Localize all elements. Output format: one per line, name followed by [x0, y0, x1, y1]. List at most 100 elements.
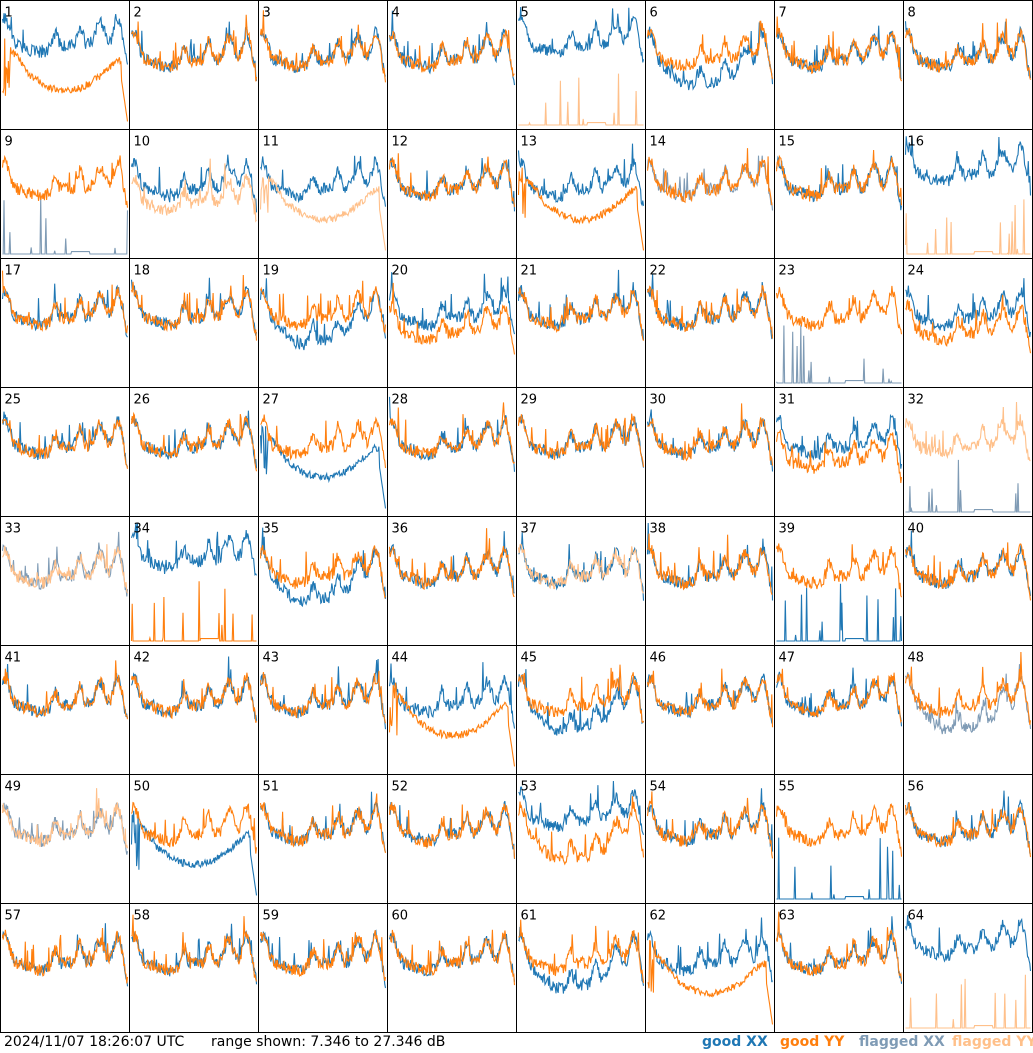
panel: 21 [516, 258, 646, 388]
panel-label: 31 [779, 393, 796, 408]
panel: 4 [387, 0, 517, 130]
panel-label: 12 [392, 135, 409, 150]
panel-frame [129, 645, 259, 775]
series-yy-line [904, 199, 1031, 256]
panel: 61 [516, 903, 646, 1033]
panel-frame [903, 0, 1033, 130]
series-yy-line [2, 660, 129, 720]
series-yy-line [775, 16, 902, 82]
panel-label: 6 [650, 6, 658, 21]
panel-label: 19 [263, 264, 280, 279]
series-yy-line [388, 402, 515, 465]
panel: 38 [645, 516, 775, 646]
panel-label: 45 [521, 651, 538, 666]
panel: 6 [645, 0, 775, 130]
series-yy-line [259, 545, 386, 600]
series-xx-line [517, 669, 644, 736]
series-yy-line [1, 418, 129, 469]
series-yy-line [388, 282, 516, 355]
series-yy-line [904, 542, 1032, 601]
timestamp: 2024/11/07 18:26:07 UTC [4, 1034, 185, 1050]
panel-label: 53 [521, 780, 538, 795]
series-yy-line [130, 274, 258, 341]
panel-label: 50 [134, 780, 151, 795]
panel: 14 [645, 129, 775, 259]
panel-frame [258, 0, 388, 130]
panel: 60 [387, 903, 517, 1033]
series-yy-line [775, 428, 903, 484]
panel-frame [516, 774, 646, 904]
series-xx-line [646, 273, 774, 340]
series-xx-line [130, 154, 258, 213]
panel-label: 9 [5, 135, 13, 150]
series-yy-line [517, 287, 645, 341]
series-yy-line [647, 533, 773, 595]
series-xx-line [130, 522, 257, 576]
panel: 30 [645, 387, 775, 517]
panel: 46 [645, 645, 775, 775]
panel-label: 1 [5, 6, 13, 21]
panel-label: 2 [134, 6, 142, 21]
panel-label: 46 [650, 651, 667, 666]
panel: 20 [387, 258, 517, 388]
series-yy-line [131, 158, 257, 223]
series-yy-line [389, 929, 516, 986]
panel-label: 24 [908, 264, 925, 279]
panel-label: 49 [5, 780, 22, 795]
panel-label: 20 [392, 264, 409, 279]
series-xx-line [904, 915, 1032, 972]
series-yy-line [388, 153, 516, 208]
series-yy-line [518, 73, 644, 126]
series-xx-line [260, 155, 387, 207]
panel-label: 30 [650, 393, 667, 408]
series-yy-line [775, 285, 903, 335]
legend-good-yy: good YY [780, 1034, 845, 1050]
series-yy-line [1, 154, 129, 208]
series-yy-line [259, 793, 387, 854]
panel: 3 [258, 0, 388, 130]
panel: 39 [774, 516, 904, 646]
panel-label: 41 [5, 651, 22, 666]
panel-label: 34 [134, 522, 151, 537]
panel-frame [258, 258, 388, 388]
panel: 59 [258, 903, 388, 1033]
series-yy-line [130, 581, 257, 642]
panel: 37 [516, 516, 646, 646]
series-xx-line [388, 272, 516, 335]
series-xx-line [259, 424, 387, 509]
panel-frame [0, 903, 130, 1033]
legend-flagged-xx: flagged XX [859, 1034, 945, 1050]
panel-label: 37 [521, 522, 538, 537]
panel-label: 38 [650, 522, 667, 537]
series-xx-line [776, 837, 902, 900]
series-yy-line [905, 974, 1031, 1029]
panel: 32 [903, 387, 1033, 517]
panel: 44 [387, 645, 517, 775]
panel: 64 [903, 903, 1033, 1033]
panel-label: 59 [263, 909, 280, 924]
panel-label: 18 [134, 264, 151, 279]
series-yy-line [388, 28, 515, 77]
series-yy-line [646, 20, 774, 80]
panel: 28 [387, 387, 517, 517]
panel-label: 22 [650, 264, 667, 279]
panel-label: 29 [521, 393, 538, 408]
panel: 7 [774, 0, 904, 130]
series-yy-line [904, 651, 1032, 725]
series-xx-line [130, 810, 258, 896]
panel: 34 [129, 516, 259, 646]
series-yy-line [517, 413, 645, 467]
panel: 25 [0, 387, 130, 517]
legend-good-xx: good XX [702, 1034, 768, 1050]
panel-label: 8 [908, 6, 916, 21]
panel: 56 [903, 774, 1033, 904]
panel: 41 [0, 645, 130, 775]
series-xx-line [905, 278, 1032, 338]
panel: 5 [516, 0, 646, 130]
panel-label: 5 [521, 6, 529, 21]
series-yy-line [260, 414, 387, 469]
panel-label: 17 [5, 264, 22, 279]
panel-frame [774, 387, 904, 517]
panel: 55 [774, 774, 904, 904]
panel: 36 [387, 516, 517, 646]
